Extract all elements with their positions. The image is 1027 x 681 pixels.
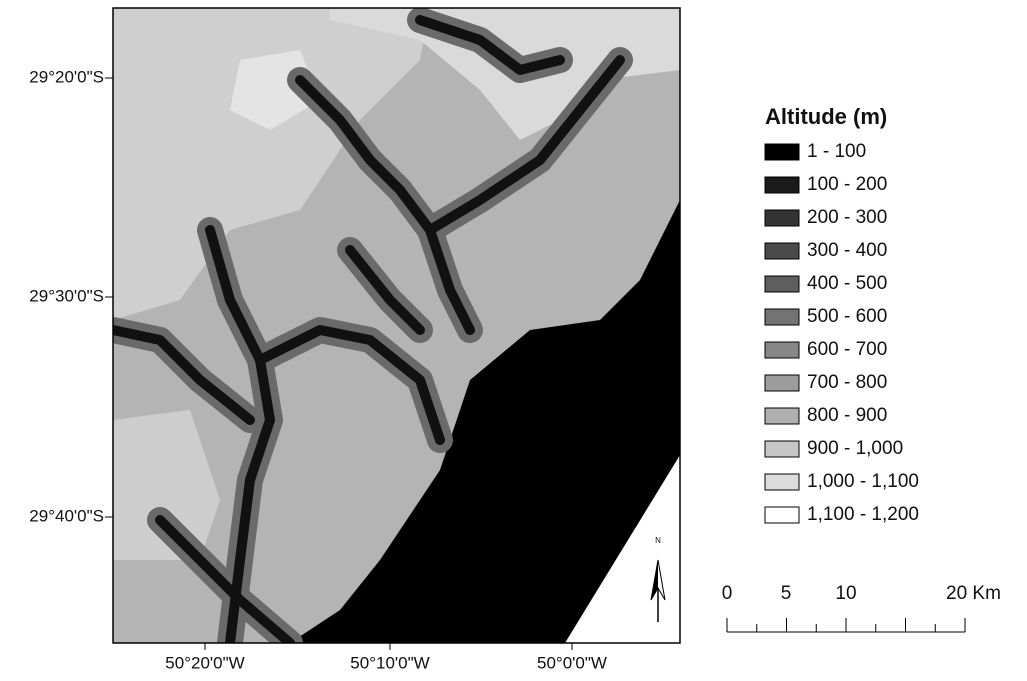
latitude-label: 29°30'0"S bbox=[29, 286, 104, 305]
legend-label: 1,000 - 1,100 bbox=[807, 471, 919, 492]
terrain bbox=[113, 8, 680, 643]
longitude-label: 50°10'0"W bbox=[350, 653, 429, 672]
scale-label: 5 bbox=[781, 583, 792, 604]
legend-swatch bbox=[764, 242, 800, 260]
legend-swatch bbox=[764, 176, 800, 194]
legend-label: 100 - 200 bbox=[807, 174, 887, 195]
north-arrow: N bbox=[650, 536, 666, 622]
legend-label: 700 - 800 bbox=[807, 372, 887, 393]
legend-label: 800 - 900 bbox=[807, 405, 887, 426]
scale-bar: 0 5 10 20 Km bbox=[722, 583, 1001, 633]
legend-label: 1 - 100 bbox=[807, 141, 866, 162]
scale-label: 10 bbox=[835, 583, 856, 604]
legend-swatch bbox=[764, 506, 800, 524]
legend-swatch bbox=[764, 275, 800, 293]
north-label: N bbox=[655, 536, 661, 545]
legend-label: 400 - 500 bbox=[807, 273, 887, 294]
legend-label: 200 - 300 bbox=[807, 207, 887, 228]
legend-label: 900 - 1,000 bbox=[807, 438, 903, 459]
scale-label: 20 Km bbox=[946, 583, 1001, 604]
legend-label: 600 - 700 bbox=[807, 339, 887, 360]
legend-swatch bbox=[764, 308, 800, 326]
legend-swatch bbox=[764, 407, 800, 425]
scale-label: 0 bbox=[722, 583, 733, 604]
legend: Altitude (m) 1 - 100 100 - 200 200 - 300 30… bbox=[764, 104, 919, 525]
legend-swatch bbox=[764, 341, 800, 359]
longitude-label: 50°0'0"W bbox=[537, 653, 607, 672]
legend-swatch bbox=[764, 440, 800, 458]
latitude-label: 29°20'0"S bbox=[29, 67, 104, 86]
legend-label: 300 - 400 bbox=[807, 240, 887, 261]
latitude-label: 29°40'0"S bbox=[29, 506, 104, 525]
map-frame bbox=[112, 7, 681, 644]
legend-label: 500 - 600 bbox=[807, 306, 887, 327]
longitude-label: 50°20'0"W bbox=[165, 653, 244, 672]
legend-swatch bbox=[764, 143, 800, 161]
legend-swatch bbox=[764, 374, 800, 392]
legend-title: Altitude (m) bbox=[765, 104, 887, 129]
legend-swatch bbox=[764, 473, 800, 491]
legend-label: 1,100 - 1,200 bbox=[807, 504, 919, 525]
legend-swatch bbox=[764, 209, 800, 227]
